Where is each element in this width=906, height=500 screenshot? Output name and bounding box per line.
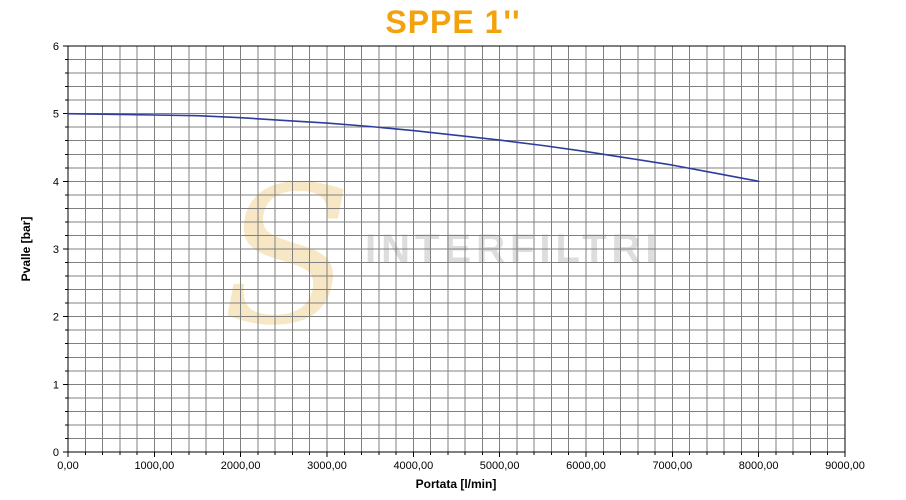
x-tick-label: 9000,00 <box>825 460 865 472</box>
y-axis-title: Pvalle [bar] <box>19 217 33 282</box>
chart-title: SPPE 1'' <box>385 4 521 40</box>
y-tick-label: 0 <box>53 447 59 459</box>
series-line <box>67 112 760 183</box>
watermark: S INTERFILTRI <box>222 146 656 367</box>
grid-lines <box>67 45 846 453</box>
y-tick-label: 2 <box>53 312 59 324</box>
x-tick-label: 4000,00 <box>393 460 433 472</box>
watermark-logo: S <box>222 146 352 367</box>
x-tick-label: 2000,00 <box>221 460 261 472</box>
tick-labels: 0,00 1000,00 2000,00 3000,00 4000,00 5000,00 6… <box>53 41 865 472</box>
tick-marks <box>63 45 846 457</box>
x-tick-label: 3000,00 <box>307 460 347 472</box>
y-tick-label: 1 <box>53 379 59 391</box>
y-tick-label: 6 <box>53 41 59 53</box>
x-tick-label: 8000,00 <box>739 460 779 472</box>
x-tick-label: 0,00 <box>57 460 78 472</box>
x-tick-label: 6000,00 <box>566 460 606 472</box>
x-tick-label: 7000,00 <box>652 460 692 472</box>
y-tick-label: 3 <box>53 244 59 256</box>
x-axis-title: Portata [l/min] <box>416 477 497 491</box>
y-tick-label: 5 <box>53 109 59 121</box>
x-tick-label: 1000,00 <box>134 460 174 472</box>
y-tick-label: 4 <box>53 176 59 188</box>
x-tick-label: 5000,00 <box>480 460 520 472</box>
